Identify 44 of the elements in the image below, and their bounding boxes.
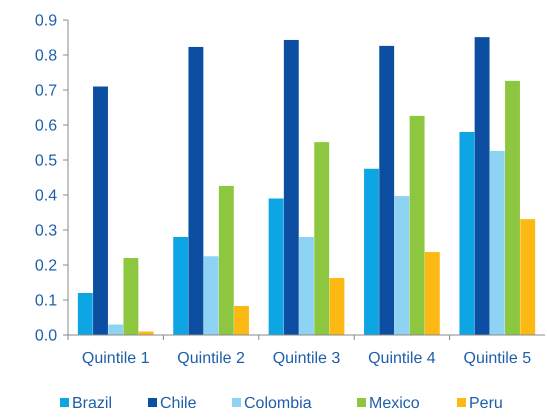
bar [424,252,440,335]
y-tick-label: 0.8 [34,48,58,65]
y-tick-label: 0.5 [34,152,58,170]
bar [490,150,505,335]
bar [314,142,330,335]
bar [93,86,108,335]
y-tick-label: 0.6 [34,118,58,135]
y-tick-label: 0.7 [34,82,58,100]
legend-label: Chile [160,395,197,412]
bar [204,256,219,335]
y-tick-label: 0.0 [34,328,58,345]
x-tick-label: Quintile 1 [82,350,150,367]
bar [284,40,299,335]
x-tick-label: Quintile 3 [272,350,340,367]
bar [520,219,536,335]
legend-label: Colombia [244,395,312,412]
bar [364,168,379,335]
bar [108,324,124,335]
y-tick-label: 0.1 [34,292,58,310]
legend-label: Brazil [72,395,112,412]
bar [474,37,490,335]
y-tick-label: 0.3 [34,222,58,240]
bar [329,278,344,335]
bar [268,198,284,335]
bar [394,196,410,335]
y-tick-label: 0.9 [34,12,58,30]
legend-label: Peru [469,395,503,412]
y-tick-label: 0.2 [34,258,58,275]
bar [379,46,394,335]
y-tick-label: 0.4 [34,188,58,205]
bar [218,186,234,335]
x-tick-label: Quintile 5 [464,350,532,367]
bar [123,258,138,335]
x-tick-label: Quintile 2 [177,350,245,367]
bar [410,116,425,335]
bar [188,46,204,335]
bar [78,293,93,335]
bar [505,80,520,335]
bar [459,132,474,335]
bar [173,237,188,335]
legend-label: Mexico [369,395,420,412]
bar [299,237,314,335]
bar [234,306,249,335]
x-tick-label: Quintile 4 [368,350,436,367]
